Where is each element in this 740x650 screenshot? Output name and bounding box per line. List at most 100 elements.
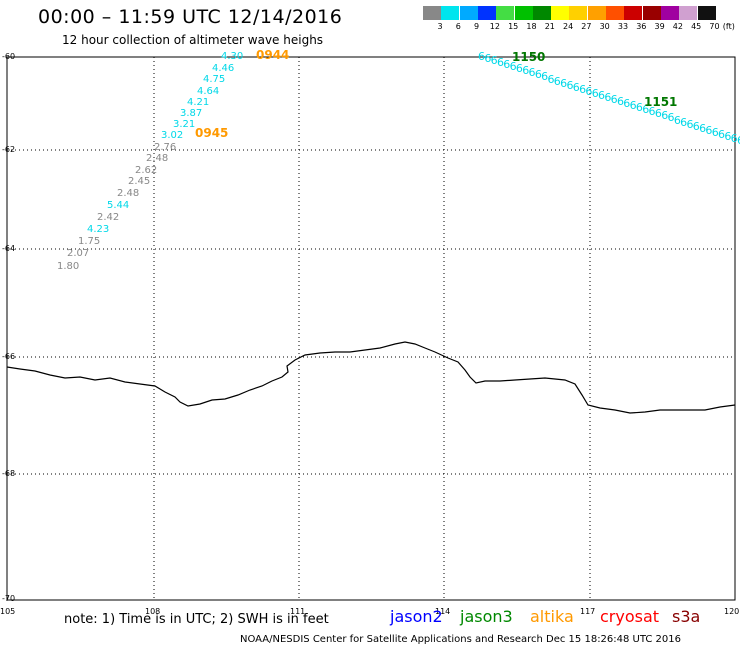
swh-value: 2.45 (128, 176, 151, 187)
scale-swatch (569, 6, 588, 20)
scale-swatch (532, 6, 551, 20)
lon-label: 105 (0, 607, 16, 616)
lon-label: 114 (435, 607, 451, 616)
track-mark: 6 (629, 99, 637, 113)
track-mark: 6 (496, 56, 504, 70)
lat-label: -68 (2, 469, 16, 478)
track-mark: 6 (484, 52, 492, 66)
scale-swatch (697, 6, 716, 20)
track-mark: 6 (654, 107, 662, 121)
scale-swatch (679, 6, 698, 20)
swh-value: 2.48 (146, 153, 169, 164)
map-frame (6, 56, 736, 601)
track-mark: 6 (579, 82, 587, 96)
track-time-label: 0944 (256, 48, 290, 62)
track-mark: 6 (490, 54, 498, 68)
track-time-label: 1150 (512, 50, 546, 64)
track-time-label: 1151 (644, 95, 678, 109)
track-mark: 6 (560, 76, 568, 90)
scale-label: 27 (581, 22, 592, 31)
scale-label: 39 (654, 22, 665, 31)
track-time-label: 0945 (195, 126, 229, 140)
scale-swatch (514, 6, 533, 20)
scale-label: 15 (508, 22, 519, 31)
lon-label: 108 (145, 607, 161, 616)
swh-value: 1.80 (57, 261, 80, 272)
scale-label: 36 (636, 22, 647, 31)
scale-swatch (551, 6, 570, 20)
swh-value: 4.46 (212, 63, 235, 74)
track-mark: 6 (509, 60, 517, 74)
track-mark: 6 (661, 109, 669, 123)
scale-swatch (624, 6, 643, 20)
lon-label: 111 (290, 607, 306, 616)
scale-label: 18 (526, 22, 537, 31)
track-mark: 6 (604, 90, 612, 104)
scale-label: 30 (599, 22, 610, 31)
track-mark: 6 (503, 58, 511, 72)
track-mark: 6 (572, 80, 580, 94)
track-mark: 6 (623, 97, 631, 111)
track-mark: 6 (547, 72, 555, 86)
swh-value: 4.75 (203, 74, 226, 85)
scale-label: 9 (474, 22, 480, 31)
track-mark: 6 (686, 117, 694, 131)
legend-note: note: 1) Time is in UTC; 2) SWH is in fe… (64, 612, 329, 627)
scale-label: 45 (691, 22, 702, 31)
track-mark: 6 (680, 115, 688, 129)
track-mark: 6 (616, 95, 624, 109)
track-mark: 6 (699, 121, 707, 135)
track-mark: 6 (705, 123, 713, 137)
scale-label: 3 (437, 22, 443, 31)
swh-value: 2.42 (97, 212, 120, 223)
track-mark: 6 (598, 88, 606, 102)
track-mark: 6 (648, 105, 656, 119)
scale-swatch (459, 6, 478, 20)
swh-value: 4.21 (187, 97, 210, 108)
swh-value: 2.62 (135, 165, 158, 176)
track-mark: 6 (534, 68, 542, 82)
swh-value: 4.23 (87, 224, 110, 235)
track-mark: 6 (515, 62, 523, 76)
scale-label: 33 (617, 22, 629, 31)
lat-label: -66 (2, 352, 16, 361)
scale-swatch (477, 6, 496, 20)
lat-label: -64 (2, 244, 16, 253)
scale-label: 70 (709, 22, 720, 31)
scale-swatch (496, 6, 515, 20)
track-mark: 6 (642, 103, 650, 117)
map-subtitle: 12 hour collection of altimeter wave hei… (62, 33, 324, 47)
swh-value: 3.21 (173, 119, 196, 130)
track-mark: 6 (730, 131, 738, 145)
track-mark: 6 (610, 93, 618, 107)
swh-value: 2.48 (117, 188, 140, 199)
swh-value: 4.30 (221, 51, 244, 62)
track-mark: 6 (635, 101, 643, 115)
swh-value: 2.07 (67, 248, 90, 259)
track-mark: 6 (522, 64, 530, 78)
antarctic-coastline (6, 341, 736, 414)
track-mark: 6 (667, 111, 675, 125)
track-mark: 6 (478, 50, 485, 63)
track-mark: 6 (718, 127, 726, 141)
legend-jason2: jason2 (390, 607, 443, 626)
scale-swatch (606, 6, 624, 20)
credit-line: NOAA/NESDIS Center for Satellite Applica… (240, 634, 682, 645)
track-mark: 6 (528, 66, 536, 80)
lat-label: -62 (2, 145, 16, 154)
scale-swatch (660, 6, 679, 20)
track-mark: 6 (673, 113, 681, 127)
legend-cryosat: cryosat (600, 607, 660, 626)
scale-swatch (423, 6, 441, 20)
scale-swatch (587, 6, 606, 20)
swh-value: 2.76 (154, 142, 177, 153)
track-mark: 6 (737, 134, 740, 147)
swh-value: 1.75 (78, 236, 101, 247)
scale-swatch (642, 6, 661, 20)
swh-value: 4.64 (197, 86, 220, 97)
swh-value: 5.44 (107, 200, 130, 211)
track-mark: 6 (724, 129, 732, 143)
track-mark: 6 (692, 119, 700, 133)
lat-label: -70 (2, 594, 16, 603)
